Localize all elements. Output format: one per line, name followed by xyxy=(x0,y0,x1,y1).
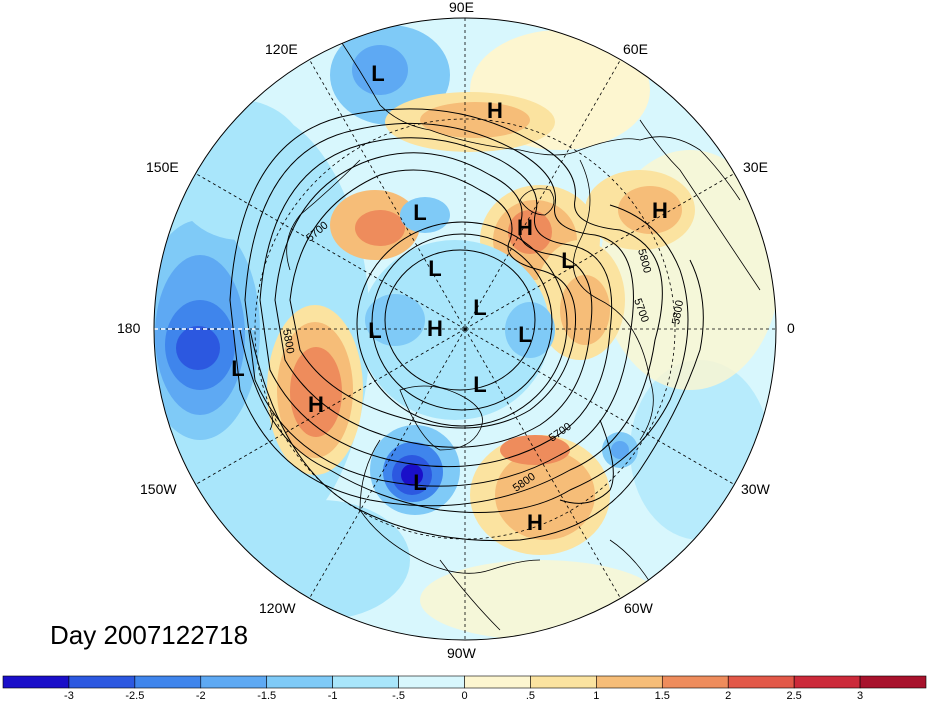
high-center: H xyxy=(527,510,543,535)
lon-label-180: 180 xyxy=(117,320,141,336)
colorbar-swatch xyxy=(68,675,136,689)
graticule xyxy=(154,18,776,640)
high-center: H xyxy=(652,198,668,223)
lon-label-60w: 60W xyxy=(624,600,653,616)
colorbar-tick-label: 1 xyxy=(593,690,599,702)
colorbar-swatch xyxy=(332,675,399,689)
colorbar-swatch xyxy=(661,675,729,689)
lon-label-150e: 150E xyxy=(146,159,179,175)
low-center: L xyxy=(413,200,426,225)
lon-label-120e: 120E xyxy=(265,41,298,57)
colorbar-tick-label: .5 xyxy=(526,690,535,702)
colorbar-swatch xyxy=(200,675,268,689)
high-center: H xyxy=(427,316,443,341)
high-center: H xyxy=(517,215,533,240)
colorbar-tick-label: -3 xyxy=(64,690,74,702)
anomaly-shading xyxy=(154,18,776,640)
low-center: L xyxy=(371,61,384,86)
colorbar-tick-label: 3 xyxy=(857,690,863,702)
colorbar-swatch xyxy=(596,675,663,689)
colorbar-swatch xyxy=(793,675,861,689)
map-boundary xyxy=(153,17,777,641)
lon-label-30e: 30E xyxy=(743,159,768,175)
colorbar-swatch xyxy=(266,675,333,689)
low-center: L xyxy=(561,248,574,273)
pressure-centers: L H L H H L L L L H L L L H L H xyxy=(231,61,668,535)
colorbar-tick-label: 0 xyxy=(461,690,467,702)
colorbar-swatch xyxy=(2,675,70,689)
low-center: L xyxy=(428,256,441,281)
low-center: L xyxy=(518,322,531,347)
colorbar-tick-label: -2 xyxy=(196,690,206,702)
low-center: L xyxy=(473,372,486,397)
lon-label-0: 0 xyxy=(787,320,795,336)
colorbar-tick-label: -.5 xyxy=(392,690,405,702)
colorbar-tick-label: -2.5 xyxy=(125,690,144,702)
colorbar-tick-label: -1 xyxy=(328,690,338,702)
low-center: L xyxy=(473,295,486,320)
colorbar: -3 -2.5 -2 -1.5 -1 -.5 0 .5 1 1.5 2 2.5 3 xyxy=(2,675,927,702)
colorbar-swatch xyxy=(464,675,531,689)
colorbar-swatch xyxy=(398,675,465,689)
lon-label-30w: 30W xyxy=(741,481,770,497)
colorbar-tick-label: 1.5 xyxy=(655,690,670,702)
lon-label-90w: 90W xyxy=(447,645,476,661)
colorbar-swatch xyxy=(859,675,927,689)
low-center: L xyxy=(231,356,244,381)
coastlines xyxy=(269,39,761,631)
lon-label-150w: 150W xyxy=(140,481,177,497)
colorbar-swatch xyxy=(530,675,597,689)
colorbar-tick-label: 2.5 xyxy=(786,690,801,702)
low-center: L xyxy=(413,470,426,495)
lon-label-90e: 90E xyxy=(449,0,474,15)
high-center: H xyxy=(487,98,503,123)
lon-label-120w: 120W xyxy=(259,600,296,616)
colorbar-swatch xyxy=(134,675,202,689)
high-center: H xyxy=(308,392,324,417)
contour-label: 5800 xyxy=(280,328,296,354)
map-title: Day 2007122718 xyxy=(50,620,249,650)
lon-label-60e: 60E xyxy=(623,41,648,57)
contour-label: 5800 xyxy=(670,299,686,325)
colorbar-tick-label: 2 xyxy=(725,690,731,702)
colorbar-tick-label: -1.5 xyxy=(257,690,276,702)
low-center: L xyxy=(368,318,381,343)
colorbar-swatch xyxy=(727,675,795,689)
